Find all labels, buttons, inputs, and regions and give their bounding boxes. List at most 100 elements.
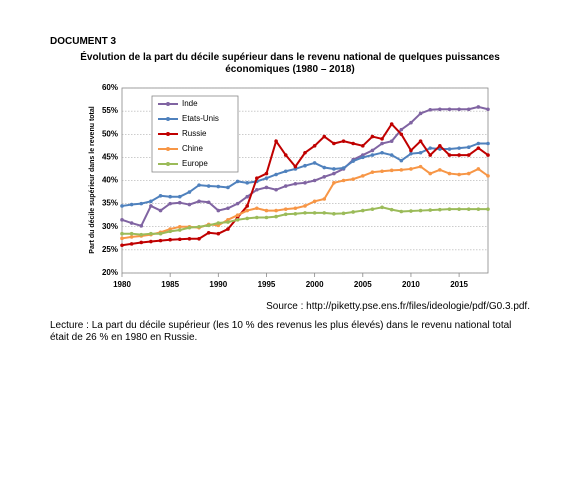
point xyxy=(476,105,481,109)
y-tick-label: 35% xyxy=(102,199,118,208)
point xyxy=(264,171,269,176)
point xyxy=(466,107,471,112)
point xyxy=(158,208,163,213)
point xyxy=(120,243,124,248)
point xyxy=(129,231,134,236)
point xyxy=(322,165,327,170)
point xyxy=(274,214,278,219)
point xyxy=(322,175,327,179)
point xyxy=(380,205,384,210)
point xyxy=(245,181,250,185)
point xyxy=(370,153,375,157)
point xyxy=(120,204,124,208)
point xyxy=(418,150,423,155)
point xyxy=(312,211,317,215)
point xyxy=(283,184,288,188)
point xyxy=(187,190,192,194)
point xyxy=(418,208,423,213)
point xyxy=(438,144,442,148)
point xyxy=(197,199,201,204)
point xyxy=(428,107,433,112)
x-tick-label: 1985 xyxy=(161,280,179,289)
point xyxy=(476,167,481,171)
y-tick-label: 45% xyxy=(102,152,118,161)
point xyxy=(360,208,365,213)
point xyxy=(264,185,269,190)
point xyxy=(177,200,182,205)
point xyxy=(303,163,307,168)
point xyxy=(322,197,327,201)
point xyxy=(438,207,442,212)
point xyxy=(351,159,355,163)
point xyxy=(332,181,336,185)
point xyxy=(293,181,298,186)
point xyxy=(255,187,259,192)
point xyxy=(274,139,278,143)
source: Source : http://piketty.pse.ens.fr/files… xyxy=(266,301,530,312)
point xyxy=(380,150,384,155)
point xyxy=(168,194,172,199)
point xyxy=(428,146,433,150)
point xyxy=(129,221,134,225)
point xyxy=(206,223,211,228)
point xyxy=(168,229,172,234)
point xyxy=(457,172,461,177)
point xyxy=(466,171,471,176)
point xyxy=(486,153,490,157)
point xyxy=(486,141,490,146)
point xyxy=(303,150,307,155)
y-axis-label: Part du décile supérieur dans le revenu … xyxy=(89,106,96,253)
y-tick-label: 60% xyxy=(102,83,118,92)
point xyxy=(428,153,433,157)
point xyxy=(168,201,172,206)
point xyxy=(389,168,394,173)
point xyxy=(351,177,355,181)
x-tick-label: 1980 xyxy=(113,280,131,289)
point xyxy=(283,207,288,211)
point xyxy=(312,199,317,204)
legend-marker xyxy=(166,117,170,121)
point xyxy=(409,209,413,213)
point xyxy=(418,139,423,143)
point xyxy=(245,204,250,208)
point xyxy=(274,172,278,177)
point xyxy=(139,224,144,228)
point xyxy=(255,206,259,211)
point xyxy=(360,144,365,148)
point xyxy=(389,139,394,143)
point xyxy=(120,236,124,241)
point xyxy=(245,194,250,199)
point xyxy=(149,199,153,204)
point xyxy=(177,228,182,232)
point xyxy=(351,141,355,146)
legend-label: Europe xyxy=(182,159,208,168)
y-tick-label: 50% xyxy=(102,129,118,138)
point xyxy=(409,151,413,156)
point xyxy=(360,155,365,160)
y-tick-label: 40% xyxy=(102,176,118,185)
point xyxy=(399,158,404,163)
point xyxy=(235,201,240,206)
point xyxy=(197,183,201,187)
point xyxy=(312,144,317,148)
point xyxy=(457,146,461,150)
point xyxy=(274,187,278,192)
y-tick-label: 20% xyxy=(102,268,118,277)
caption: Lecture : La part du décile supérieur (l… xyxy=(50,320,512,343)
point xyxy=(466,145,471,149)
point xyxy=(187,236,192,241)
legend-marker xyxy=(166,162,170,166)
point xyxy=(216,221,221,225)
legend-label: Chine xyxy=(182,144,203,153)
point xyxy=(332,212,336,216)
point xyxy=(187,202,192,207)
point xyxy=(129,242,134,246)
point xyxy=(370,207,375,211)
legend-marker xyxy=(166,132,170,136)
point xyxy=(351,210,355,214)
legend-marker xyxy=(166,102,170,106)
point xyxy=(341,139,346,143)
point xyxy=(264,176,269,180)
point xyxy=(235,213,240,217)
point xyxy=(322,134,327,139)
